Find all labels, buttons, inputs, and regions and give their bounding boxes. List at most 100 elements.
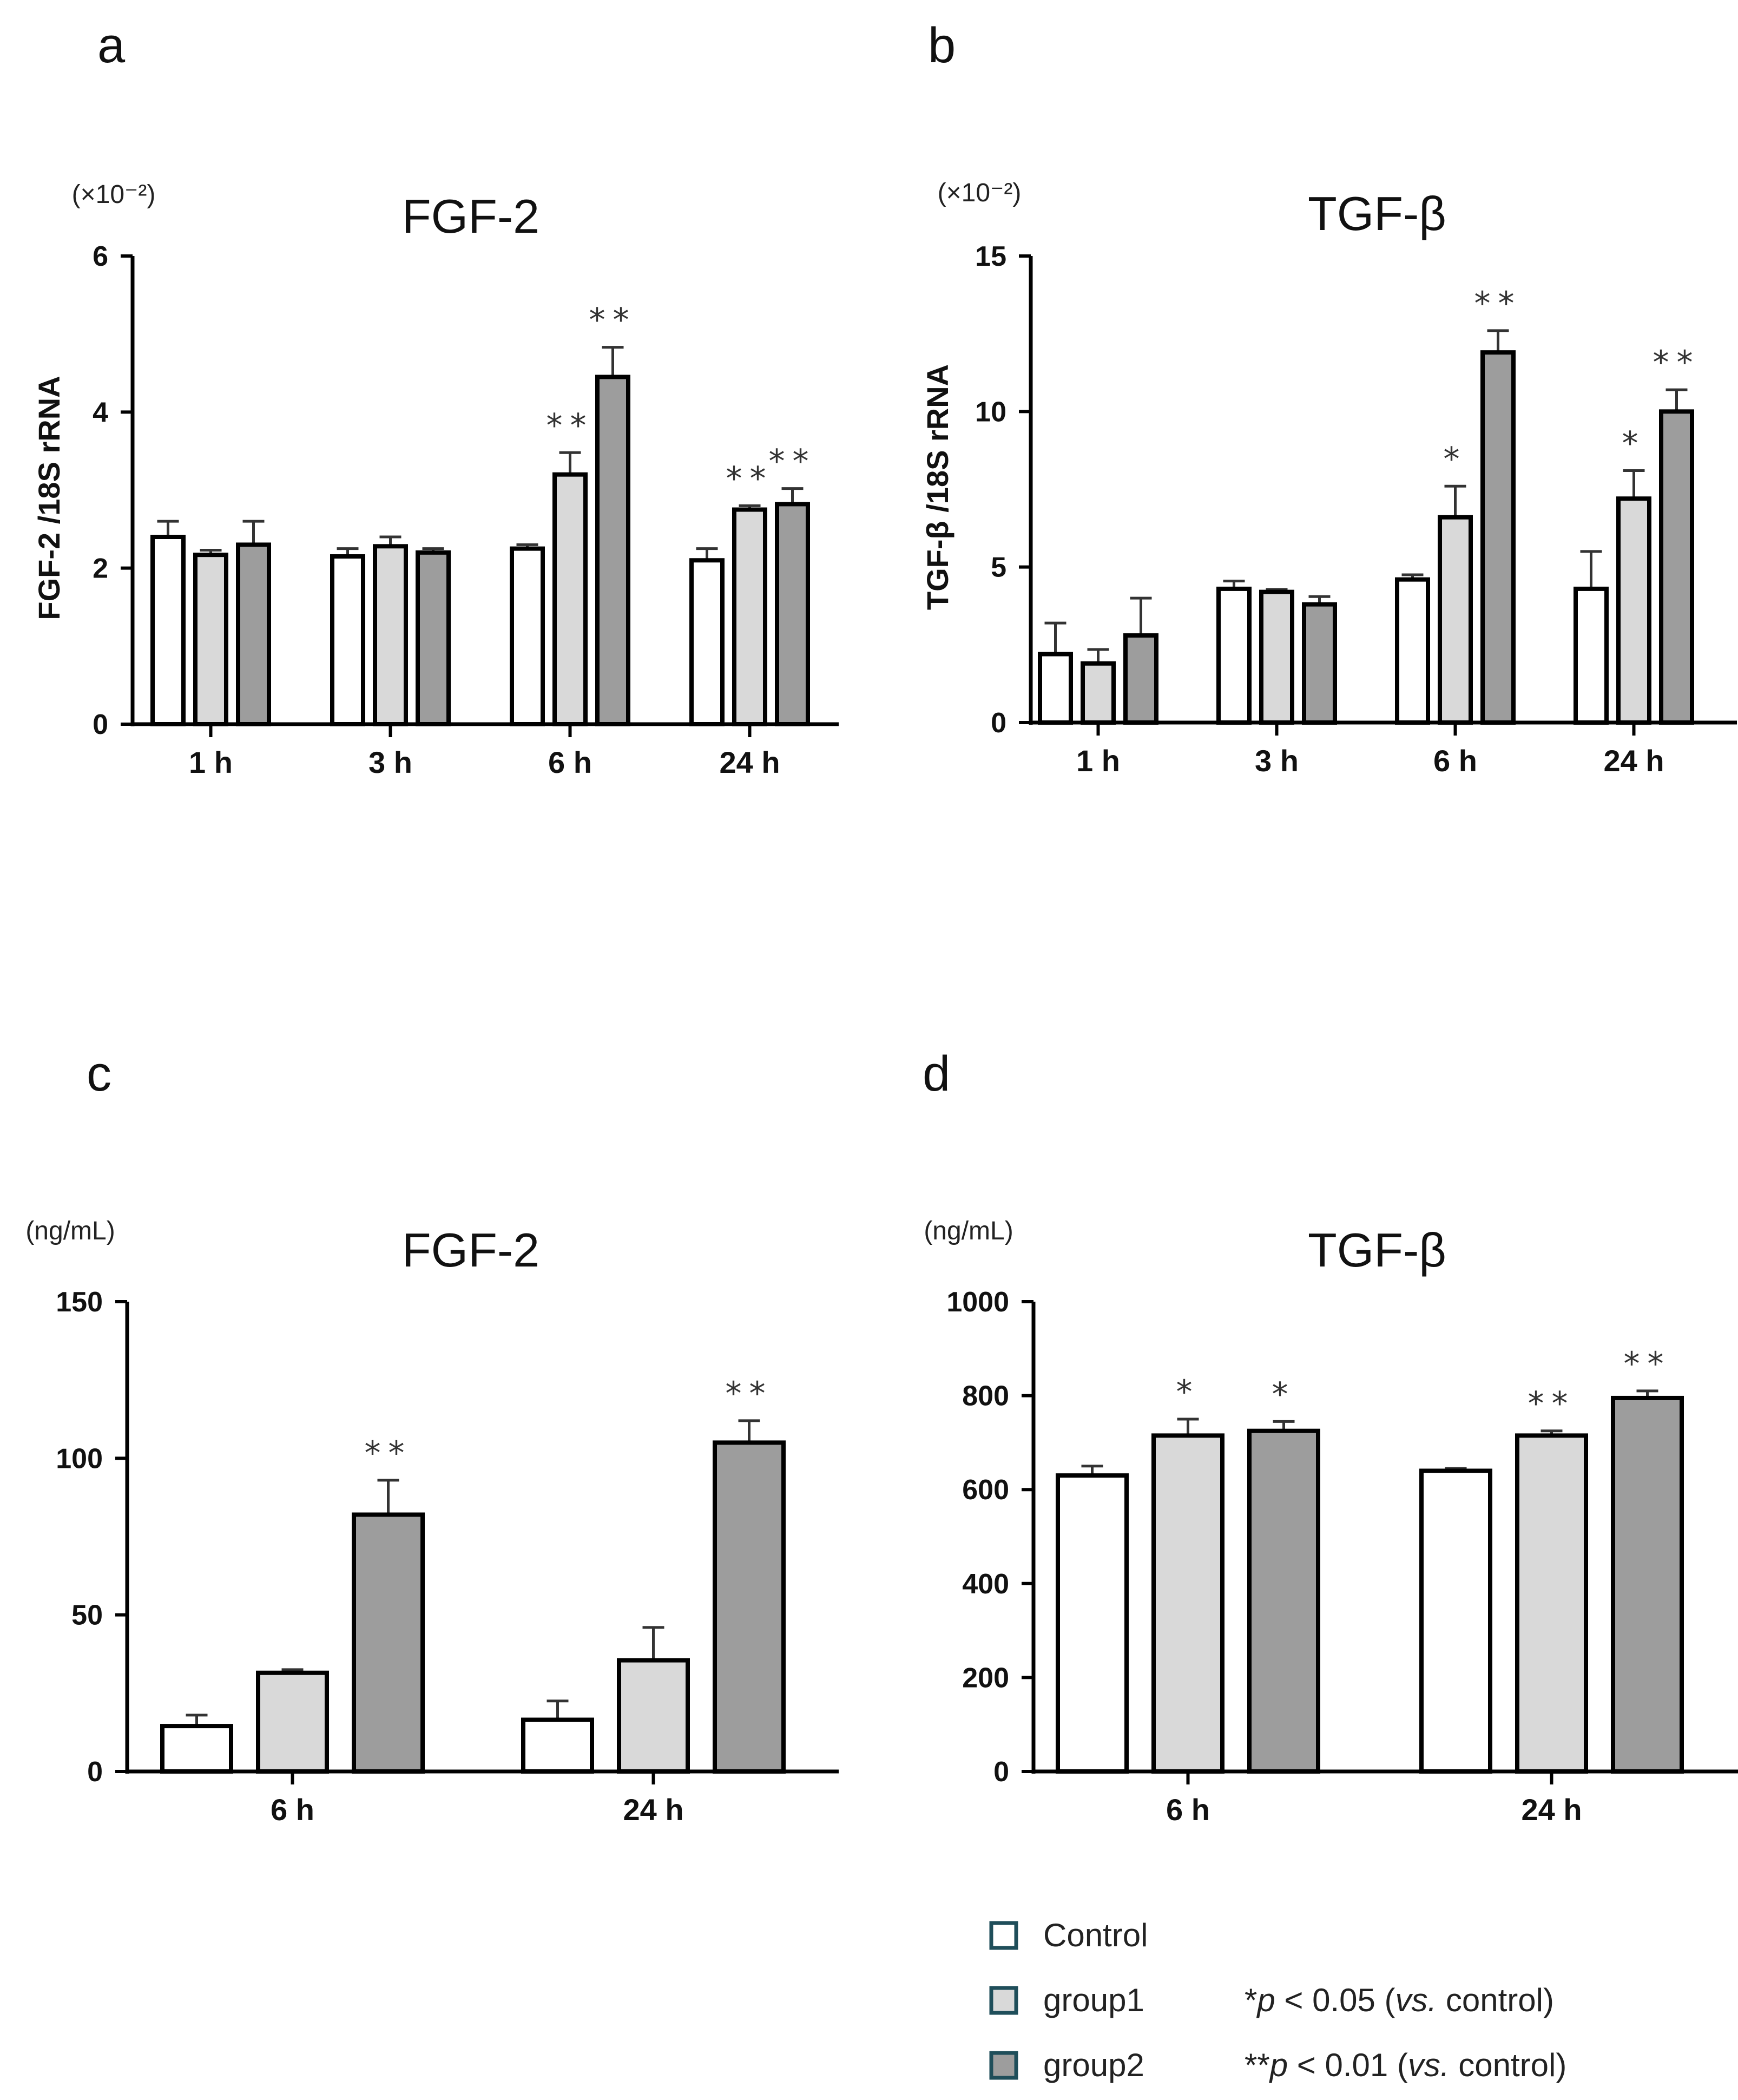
significance-marker: * <box>1272 1375 1296 1413</box>
x-tick-label: 3 h <box>1255 744 1299 778</box>
bar-group1 <box>552 472 588 727</box>
panel-letter-d: d <box>923 1046 950 1101</box>
bar-group2 <box>1123 633 1158 725</box>
bar-group2 <box>1247 1428 1320 1774</box>
bar-group1 <box>1151 1433 1225 1774</box>
bar-group2 <box>1302 602 1337 725</box>
x-tick-label: 24 h <box>623 1793 683 1827</box>
bar-control <box>521 1717 594 1774</box>
bar-group2 <box>595 375 630 726</box>
bar-group2 <box>1480 350 1516 725</box>
legend-item-group1: group1 *p < 0.05 (vs. control) <box>989 1982 1554 2018</box>
significance-marker: ** <box>769 443 817 481</box>
y-tick-label: 4 <box>93 397 108 428</box>
y-tick-label: 6 <box>93 241 108 272</box>
y-tick-label: 150 <box>56 1287 103 1318</box>
y-tick-label: 0 <box>87 1756 103 1788</box>
significance-marker: ** <box>1624 1345 1671 1383</box>
significance-marker: ** <box>547 406 594 444</box>
bar-group2 <box>1659 409 1694 725</box>
bar-group2 <box>352 1512 425 1774</box>
y-tick-label: 600 <box>962 1474 1009 1506</box>
y-tick-label: 2 <box>93 553 108 585</box>
y-tick-label: 0 <box>993 1756 1009 1788</box>
y-tick-label: 100 <box>56 1443 103 1474</box>
panel-letter-b: b <box>928 18 956 73</box>
legend-item-control: Control <box>989 1917 1148 1953</box>
x-tick-label: 24 h <box>719 745 780 779</box>
bar-control <box>689 558 725 726</box>
x-tick-label: 6 h <box>1433 744 1477 778</box>
bar-control <box>1395 577 1430 725</box>
legend-note-p001: **p < 0.01 (vs. control) <box>1245 2047 1566 2083</box>
x-tick-label: 6 h <box>1166 1793 1210 1827</box>
bar-group1 <box>193 553 228 726</box>
significance-marker: ** <box>726 460 774 497</box>
bar-group1 <box>1081 661 1116 725</box>
significance-marker: * <box>1622 425 1646 463</box>
significance-marker: ** <box>589 301 637 339</box>
bar-group1 <box>617 1658 690 1774</box>
legend-swatch-control <box>989 1921 1018 1950</box>
bar-group1 <box>373 544 408 726</box>
chart-title-b: TGF-β <box>1308 187 1446 240</box>
bar-group2 <box>775 502 810 726</box>
panel-letter-a: a <box>97 18 126 73</box>
x-tick-label: 1 h <box>189 745 233 779</box>
significance-marker: ** <box>1528 1385 1576 1423</box>
significance-marker: ** <box>1474 285 1522 323</box>
panel-b: b TGF-β (×10⁻²) TGF-β /18S rRNA 0 5 10 15 1 … <box>920 18 1737 778</box>
significance-marker: * <box>1176 1373 1200 1411</box>
legend-swatch-group1 <box>989 1986 1018 2015</box>
y-axis-label-b: TGF-β /18S rRNA <box>920 364 954 610</box>
unit-label-b: (×10⁻²) <box>938 179 1022 207</box>
bar-control <box>1216 586 1252 725</box>
x-tick-label: 6 h <box>548 745 592 779</box>
x-tick-label: 6 h <box>271 1793 314 1827</box>
x-tick-label: 3 h <box>368 745 412 779</box>
bar-control <box>1574 586 1609 725</box>
bar-group1 <box>732 507 767 727</box>
bar-group1 <box>1438 515 1473 725</box>
panel-c: c FGF-2 (ng/mL) 0 50 100 150 6 h ** 24 h ** <box>25 1046 839 1827</box>
y-tick-label: 0 <box>991 707 1006 739</box>
y-tick-label: 200 <box>962 1662 1009 1694</box>
unit-label-d: (ng/mL) <box>924 1217 1013 1245</box>
unit-label-a: (×10⁻²) <box>72 180 156 209</box>
chart-title-d: TGF-β <box>1308 1223 1446 1277</box>
x-tick-label: 1 h <box>1076 744 1120 778</box>
bar-group1 <box>1616 496 1651 725</box>
bar-control <box>160 1724 233 1774</box>
bar-group2 <box>1611 1395 1684 1774</box>
legend-label-group1: group1 <box>1043 1982 1144 2018</box>
y-tick-label: 0 <box>93 709 108 740</box>
bar-control <box>330 554 365 726</box>
legend-swatch-group2 <box>989 2051 1018 2080</box>
bar-group1 <box>1515 1433 1588 1774</box>
legend-note-p005: *p < 0.05 (vs. control) <box>1245 1982 1554 2018</box>
legend: Control group1 *p < 0.05 (vs. control) g… <box>989 1917 1566 2083</box>
y-tick-label: 10 <box>975 396 1006 428</box>
unit-label-c: (ng/mL) <box>25 1217 115 1245</box>
bar-control <box>1419 1468 1492 1774</box>
significance-marker: ** <box>365 1434 412 1472</box>
panel-a: a FGF-2 (×10⁻²) FGF-2 /18S rRNA 0 2 4 6 1 h 3… <box>32 18 839 779</box>
panel-letter-c: c <box>87 1046 111 1101</box>
x-tick-label: 24 h <box>1603 744 1664 778</box>
legend-label-group2: group2 <box>1043 2047 1144 2083</box>
bar-group2 <box>416 550 451 726</box>
y-tick-label: 5 <box>991 552 1006 583</box>
legend-item-group2: group2 **p < 0.01 (vs. control) <box>989 2047 1566 2083</box>
y-axis-label-a: FGF-2 /18S rRNA <box>32 376 66 620</box>
y-tick-label: 50 <box>71 1600 103 1631</box>
bar-control <box>510 546 545 726</box>
bar-group2 <box>713 1440 786 1774</box>
y-tick-label: 800 <box>962 1381 1009 1412</box>
chart-title-c: FGF-2 <box>402 1223 539 1277</box>
bar-group1 <box>256 1670 329 1774</box>
bar-control <box>150 535 186 726</box>
